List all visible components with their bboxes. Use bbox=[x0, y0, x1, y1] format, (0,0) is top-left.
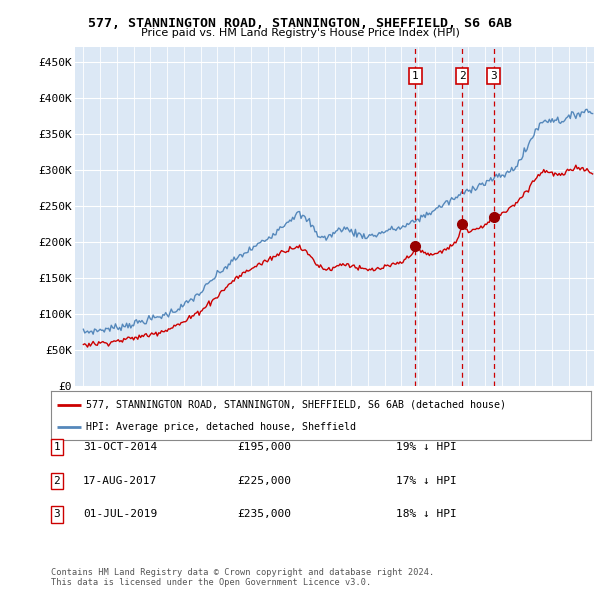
Text: £225,000: £225,000 bbox=[237, 476, 291, 486]
Text: This data is licensed under the Open Government Licence v3.0.: This data is licensed under the Open Gov… bbox=[51, 578, 371, 587]
Text: £195,000: £195,000 bbox=[237, 442, 291, 452]
Text: 31-OCT-2014: 31-OCT-2014 bbox=[83, 442, 157, 452]
Text: 2: 2 bbox=[53, 476, 61, 486]
Text: Price paid vs. HM Land Registry's House Price Index (HPI): Price paid vs. HM Land Registry's House … bbox=[140, 28, 460, 38]
Text: Contains HM Land Registry data © Crown copyright and database right 2024.: Contains HM Land Registry data © Crown c… bbox=[51, 568, 434, 577]
Text: HPI: Average price, detached house, Sheffield: HPI: Average price, detached house, Shef… bbox=[86, 422, 356, 432]
Text: 2: 2 bbox=[458, 71, 466, 81]
Text: 3: 3 bbox=[53, 510, 61, 519]
Text: 1: 1 bbox=[53, 442, 61, 452]
Text: 577, STANNINGTON ROAD, STANNINGTON, SHEFFIELD, S6 6AB: 577, STANNINGTON ROAD, STANNINGTON, SHEF… bbox=[88, 17, 512, 30]
Text: 01-JUL-2019: 01-JUL-2019 bbox=[83, 510, 157, 519]
Text: £235,000: £235,000 bbox=[237, 510, 291, 519]
Text: 18% ↓ HPI: 18% ↓ HPI bbox=[396, 510, 457, 519]
Text: 1: 1 bbox=[412, 71, 419, 81]
Text: 17-AUG-2017: 17-AUG-2017 bbox=[83, 476, 157, 486]
Text: 17% ↓ HPI: 17% ↓ HPI bbox=[396, 476, 457, 486]
Text: 3: 3 bbox=[490, 71, 497, 81]
Text: 19% ↓ HPI: 19% ↓ HPI bbox=[396, 442, 457, 452]
Text: 577, STANNINGTON ROAD, STANNINGTON, SHEFFIELD, S6 6AB (detached house): 577, STANNINGTON ROAD, STANNINGTON, SHEF… bbox=[86, 399, 506, 409]
